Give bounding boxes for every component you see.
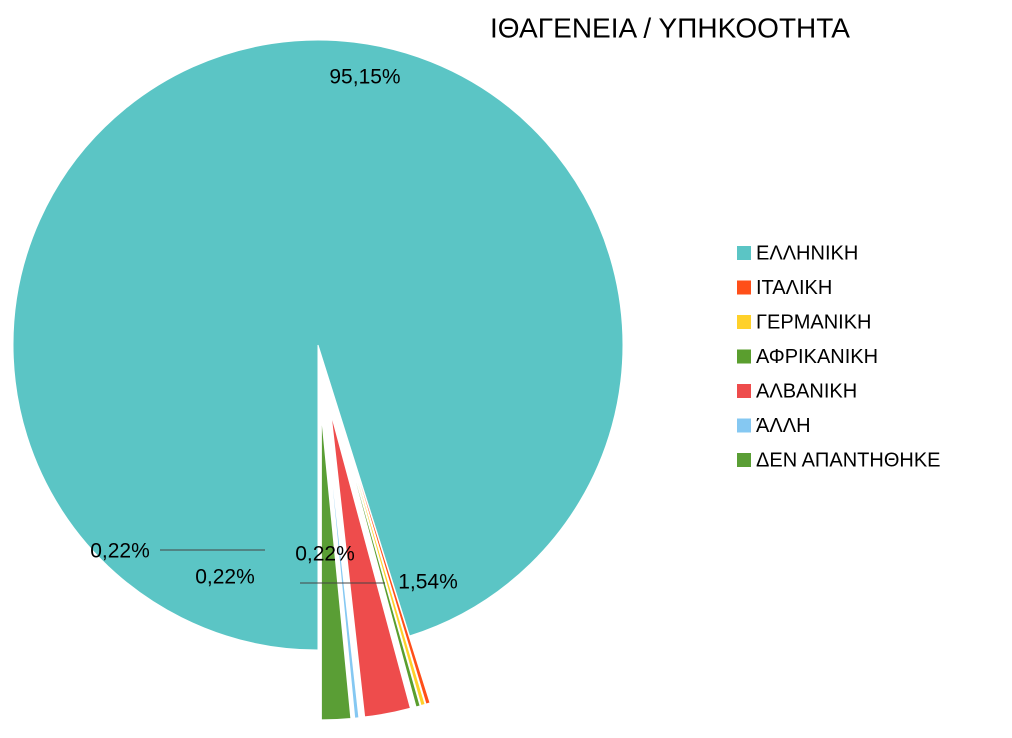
pie-slice <box>338 411 431 705</box>
legend-label: ΔΕΝ ΑΠΑΝΤΗΘΗΚΕ <box>756 449 941 471</box>
legend-label: ΓΕΡΜΑΝΙΚΗ <box>756 311 871 333</box>
pie-slice <box>337 412 426 707</box>
legend-swatch <box>737 280 751 295</box>
legend-label: ΕΛΛΗΝΙΚΗ <box>756 242 858 264</box>
pie-slice <box>12 39 624 651</box>
legend-swatch <box>737 418 751 433</box>
pie-slice <box>324 414 360 719</box>
data-label: 0,22% <box>195 566 255 589</box>
legend-label: ΑΛΒΑΝΙΚΗ <box>756 380 857 402</box>
legend-swatch <box>737 246 751 260</box>
pie-slice <box>320 414 352 721</box>
legend-swatch <box>737 315 751 329</box>
legend-swatch <box>737 453 751 467</box>
legend-label: ΆΛΛΗ <box>756 415 811 437</box>
legend-swatch <box>737 349 751 364</box>
legend-label: ΙΤΑΛΙΚΗ <box>756 277 832 299</box>
chart-title: ΙΘΑΓΕΝΕΙΑ / ΥΠΗΚΟΟΤΗΤΑ <box>490 12 850 43</box>
data-label: 0,22% <box>90 540 150 563</box>
legend-swatch <box>737 384 751 398</box>
data-label: 0,22% <box>295 543 355 566</box>
pie-slice <box>330 413 411 718</box>
pie-slice <box>336 412 421 708</box>
data-label: 1,54% <box>398 571 458 594</box>
data-label: 95,15% <box>329 66 400 89</box>
legend-label: ΑΦΡΙΚΑΝΙΚΗ <box>756 346 878 368</box>
